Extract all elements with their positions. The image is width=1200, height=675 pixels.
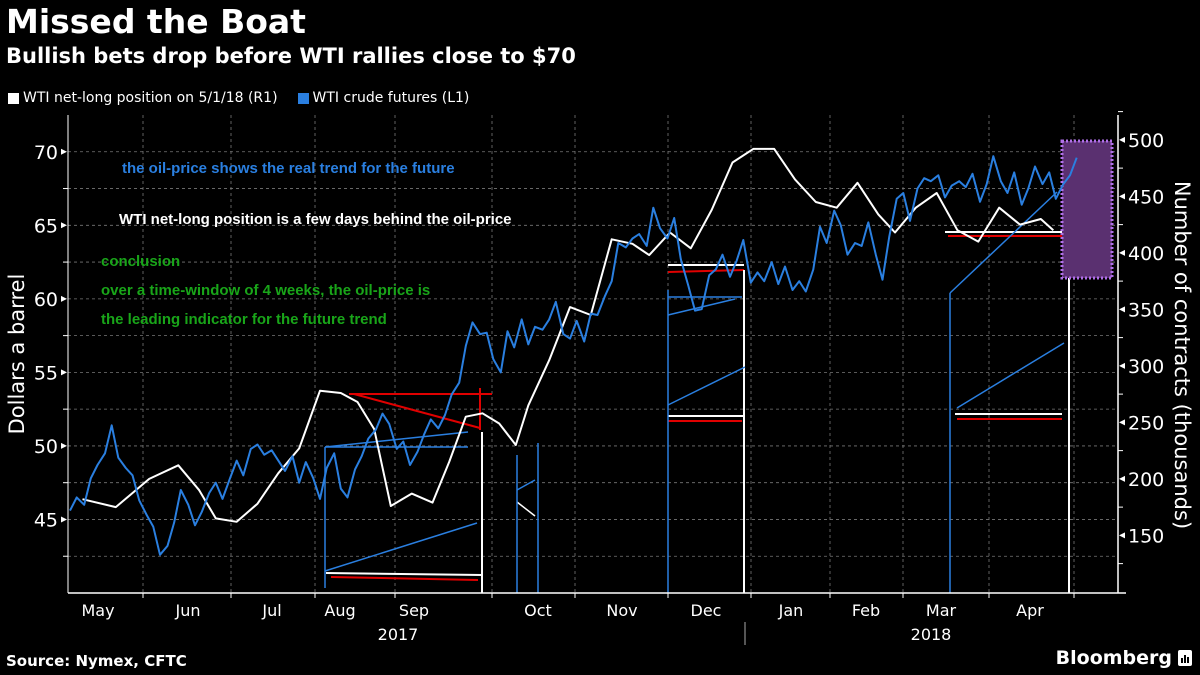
- x-tick-label: Mar: [926, 601, 957, 620]
- grid: [68, 115, 1118, 593]
- series-line-crude: [69, 155, 1078, 556]
- annotation-white-note: WTI net-long position is a few days behi…: [119, 211, 512, 228]
- annotation-line: [324, 522, 478, 572]
- x-tick-label: Jan: [778, 601, 804, 620]
- chart-title: Missed the Boat: [6, 2, 306, 41]
- legend-label-net-long: WTI net-long position on 5/1/18 (R1): [23, 90, 278, 106]
- annotation-line: [516, 479, 536, 491]
- y-right-tick: [1119, 193, 1125, 200]
- annotation-green-heading: conclusion: [101, 253, 180, 270]
- brand-logo: Bloomberg: [1055, 647, 1172, 669]
- y-right-tick-label: 400: [1128, 243, 1164, 265]
- y-axis-right-label: Number of contracts (thousands): [1170, 181, 1194, 529]
- y-left-tick-label: 60: [34, 289, 58, 311]
- legend-swatch-net-long: [8, 92, 19, 104]
- annotation-line: [956, 342, 1065, 409]
- legend-item-net-long: WTI net-long position on 5/1/18 (R1): [8, 90, 278, 106]
- series-group: [69, 147, 1078, 556]
- y-right-tick-label: 250: [1128, 412, 1164, 434]
- y-left-tick-label: 65: [34, 215, 58, 237]
- x-tick-label: Apr: [1016, 601, 1044, 620]
- annotation-shapes: [324, 191, 1070, 593]
- y-right-tick: [1119, 419, 1125, 426]
- legend: WTI net-long position on 5/1/18 (R1) WTI…: [8, 90, 483, 106]
- x-tick-label: Nov: [606, 601, 637, 620]
- y-left-tick-label: 45: [34, 509, 58, 531]
- x-tick-label: Sep: [399, 601, 429, 620]
- year-label-2017: 2017: [378, 625, 419, 644]
- annotation-line: [325, 572, 483, 576]
- annotation-line: [330, 576, 479, 581]
- y-right-tick: [1119, 362, 1125, 369]
- annotation-green-line1: over a time-window of 4 weeks, the oil-p…: [101, 282, 430, 299]
- x-tick-label: May: [81, 601, 114, 620]
- axes: 70 65 60 55 50 45 500 450 400 350 300 250 200 150 May J…: [34, 111, 1164, 645]
- y-left-tick-label: 50: [34, 436, 58, 458]
- annotation-line: [353, 393, 481, 429]
- year-label-2018: 2018: [911, 625, 952, 644]
- y-left-tick-label: 70: [34, 142, 58, 164]
- annotation-line: [516, 501, 536, 517]
- annotation-line: [667, 269, 745, 273]
- x-tick-label: Dec: [691, 601, 722, 620]
- y-right-tick: [1119, 306, 1125, 313]
- y-left-tick: [61, 222, 67, 229]
- y-right-tick-label: 350: [1128, 299, 1164, 321]
- y-right-tick: [1119, 475, 1125, 482]
- source-note: Source: Nymex, CFTC: [6, 652, 187, 670]
- y-right-tick-label: 300: [1128, 356, 1164, 378]
- y-right-tick: [1119, 136, 1125, 143]
- x-tick-label: Jun: [175, 601, 201, 620]
- legend-swatch-crude: [297, 92, 309, 104]
- y-left-tick: [61, 442, 67, 449]
- annotation-blue-note: the oil-price shows the real trend for t…: [122, 160, 455, 177]
- x-tick-label: Feb: [852, 601, 880, 620]
- y-right-tick-label: 150: [1128, 525, 1164, 547]
- y-left-tick-label: 55: [34, 362, 58, 384]
- highlight-box: [1060, 139, 1114, 280]
- chart-subtitle: Bullish bets drop before WTI rallies clo…: [6, 44, 576, 68]
- y-right-tick-label: 500: [1128, 130, 1164, 152]
- annotation-line: [949, 191, 1058, 294]
- annotation-line: [667, 366, 746, 406]
- y-axis-left-label: Dollars a barrel: [5, 274, 29, 435]
- y-right-tick: [1119, 249, 1125, 256]
- y-right-tick: [1119, 532, 1125, 539]
- bloomberg-chart-icon: [1178, 650, 1192, 666]
- y-right-tick-label: 200: [1128, 469, 1164, 491]
- y-left-tick: [61, 295, 67, 302]
- y-left-tick: [61, 148, 67, 155]
- y-right-tick-label: 450: [1128, 186, 1164, 208]
- y-left-tick: [61, 516, 67, 523]
- y-left-tick: [61, 369, 67, 376]
- legend-label-crude: WTI crude futures (L1): [312, 90, 470, 106]
- x-tick-label: Aug: [324, 601, 355, 620]
- annotation-green-line2: the leading indicator for the future tre…: [101, 311, 387, 328]
- x-tick-label: Oct: [524, 601, 552, 620]
- legend-item-crude: WTI crude futures (L1): [297, 90, 470, 106]
- x-tick-label: Jul: [261, 601, 281, 620]
- annotation-line: [324, 431, 469, 448]
